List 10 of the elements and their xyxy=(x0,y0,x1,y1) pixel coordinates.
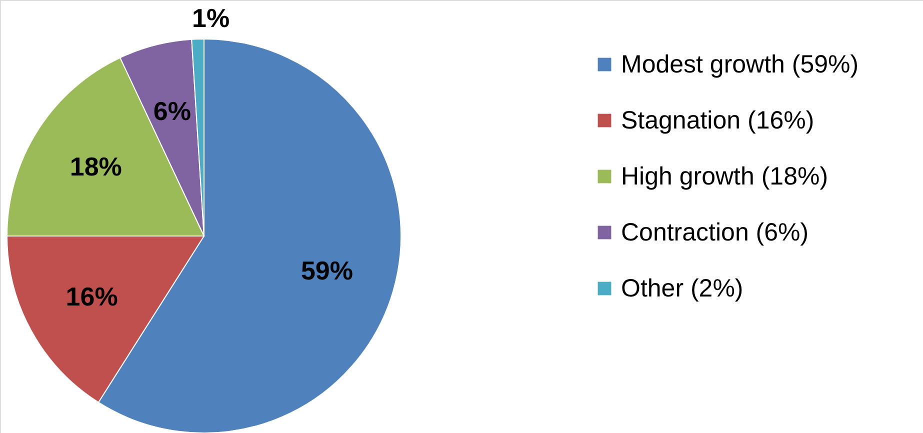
legend-label: Contraction (6%) xyxy=(621,218,809,246)
legend-label: Modest growth (59%) xyxy=(621,50,859,78)
data-label: 1% xyxy=(192,3,230,34)
legend-label: Stagnation (16%) xyxy=(621,106,814,134)
legend-label: High growth (18%) xyxy=(621,162,828,190)
data-label: 6% xyxy=(153,96,191,126)
data-label: 59% xyxy=(300,256,353,286)
legend-label: Other (2%) xyxy=(621,274,744,302)
data-label: 16% xyxy=(66,282,118,312)
data-label: 18% xyxy=(70,151,122,182)
